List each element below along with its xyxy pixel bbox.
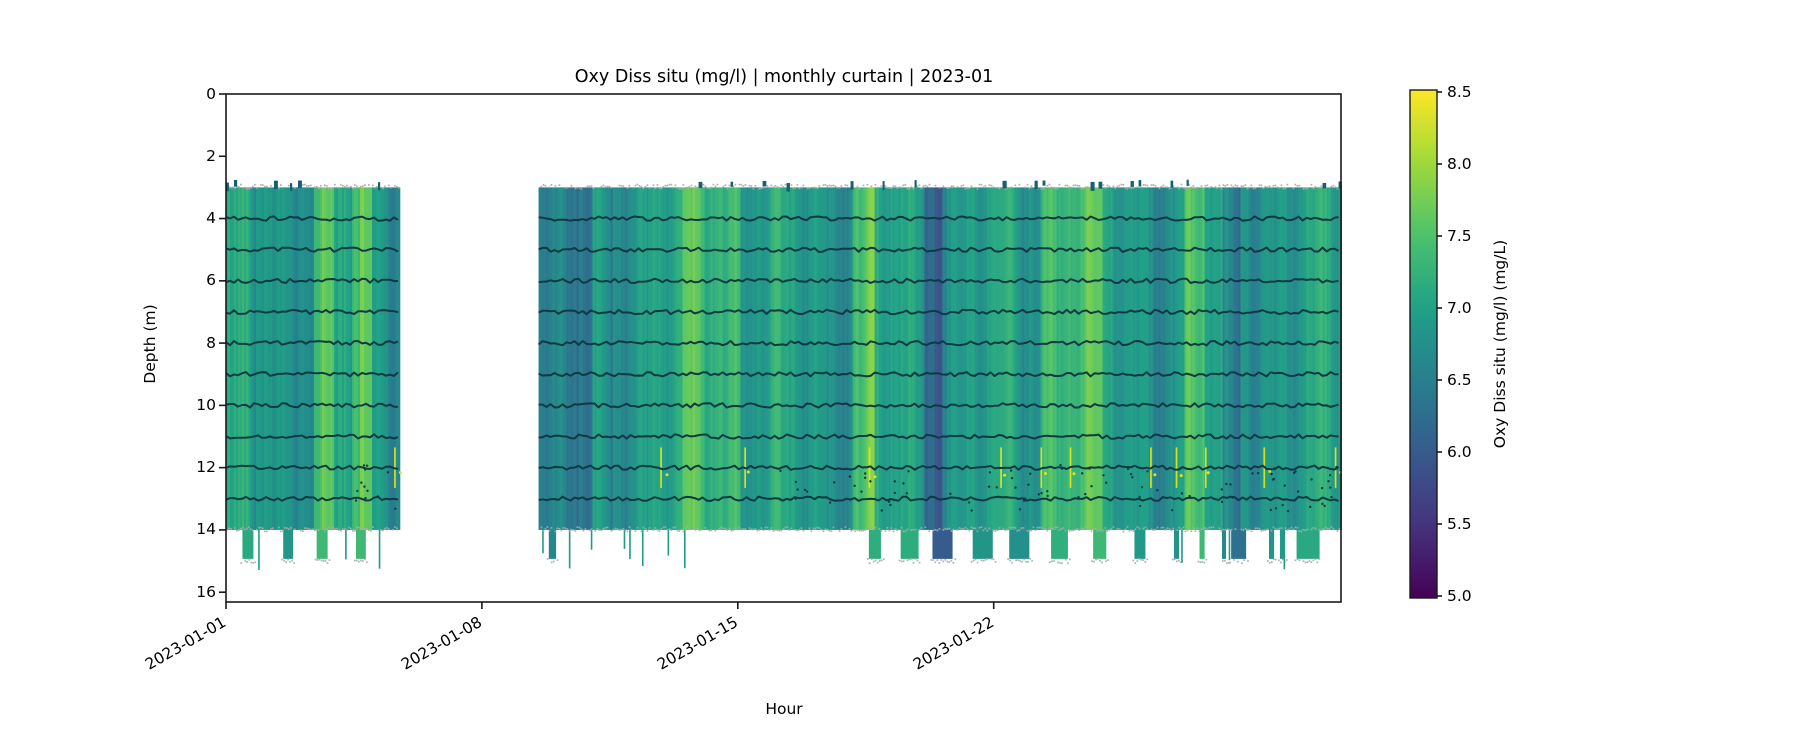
y-tick-label: 8 [206, 333, 216, 352]
colorbar-tick-label: 5.0 [1447, 586, 1472, 605]
colorbar-tick-label: 5.5 [1447, 514, 1472, 533]
colorbar-tick-label: 8.5 [1447, 82, 1472, 101]
colorbar-tick-label: 7.0 [1447, 298, 1472, 317]
heatmap-area [226, 179, 1342, 570]
colorbar-tick-label: 6.5 [1447, 370, 1472, 389]
colorbar-tick-label: 8.0 [1447, 154, 1472, 173]
axes [219, 93, 1342, 609]
plot-spine [225, 93, 1342, 603]
colorbar-label: Oxy Diss situ (mg/l) (mg/L) [1491, 239, 1509, 449]
chart-title: Oxy Diss situ (mg/l) | monthly curtain |… [574, 67, 994, 87]
colorbar-tick-label: 7.5 [1447, 226, 1472, 245]
colorbar-tick-label: 6.0 [1447, 442, 1472, 461]
y-tick-label: 16 [196, 582, 216, 601]
y-tick-label: 14 [196, 520, 216, 539]
y-tick-label: 10 [196, 395, 216, 414]
y-tick-label: 0 [206, 84, 216, 103]
y-tick-label: 12 [196, 458, 216, 477]
y-tick-label: 6 [206, 271, 216, 290]
colorbar [1409, 89, 1438, 599]
x-axis-label: Hour [765, 700, 803, 718]
y-tick-label: 4 [206, 209, 216, 228]
y-tick-label: 2 [206, 146, 216, 165]
